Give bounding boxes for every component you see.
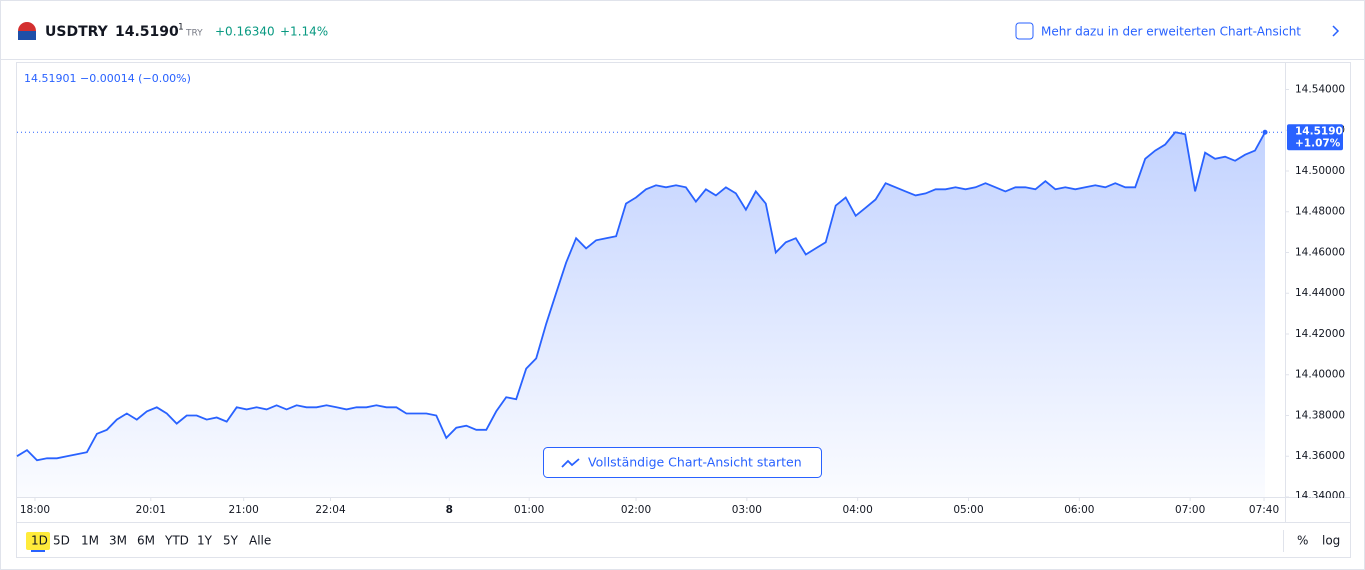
range-button[interactable]: 1M xyxy=(81,534,99,548)
y-tick-label: 14.54000 xyxy=(1295,83,1345,95)
y-tick-label: 14.34000 xyxy=(1295,490,1345,502)
x-tick-label: 06:00 xyxy=(1064,504,1094,516)
chevron xyxy=(1332,25,1340,37)
change: +0.16340 xyxy=(215,25,275,39)
chart-frame xyxy=(16,62,1351,558)
x-tick-label: 03:00 xyxy=(732,504,762,516)
percent-toggle[interactable]: % xyxy=(1297,534,1308,548)
range-button[interactable]: YTD xyxy=(164,534,189,548)
fullchart-button[interactable] xyxy=(543,447,822,478)
x-tick-label: 02:00 xyxy=(621,504,651,516)
fullchart-button-label[interactable]: Vollständige Chart-Ansicht starten xyxy=(588,455,802,470)
x-tick-label: 05:00 xyxy=(953,504,983,516)
flag-icon xyxy=(18,31,36,40)
range-highlight xyxy=(26,532,50,550)
y-tick-label: 14.38000 xyxy=(1295,409,1345,421)
chart-icon xyxy=(1015,22,1034,40)
log-toggle[interactable]: log xyxy=(1322,534,1340,548)
y-tick-label: 14.40000 xyxy=(1295,369,1345,381)
change-pct: +1.14% xyxy=(280,25,328,39)
symbol: USDTRY xyxy=(45,24,109,40)
range-button[interactable]: 3M xyxy=(109,534,127,548)
range-button[interactable]: 5D xyxy=(53,534,70,548)
y-tick-label: 14.44000 xyxy=(1295,287,1345,299)
x-tick-label: 20:01 xyxy=(136,504,166,516)
currency: TRY xyxy=(185,29,203,39)
x-tick-label: 01:00 xyxy=(514,504,544,516)
axes: 14.34000 14.36000 14.38000 14.40000 14.42000… xyxy=(20,83,1350,516)
chart-icon xyxy=(561,458,580,468)
advanced-link[interactable]: Mehr dazu in der erweiterten Chart-Ansic… xyxy=(1041,25,1301,39)
price: 14.5190 xyxy=(115,24,179,40)
last-point xyxy=(1262,129,1268,135)
last-change-label: +1.07% xyxy=(1295,137,1341,149)
x-tick-label: 04:00 xyxy=(843,504,873,516)
x-tick-label: 21:00 xyxy=(229,504,259,516)
price-sup: 1 xyxy=(178,23,184,33)
y-tick-label: 14.50000 xyxy=(1295,165,1345,177)
range-button[interactable]: 1D xyxy=(31,534,48,548)
x-tick-label: 07:00 xyxy=(1175,504,1205,516)
last-price-label: 14.51901 xyxy=(1295,125,1350,137)
price-line xyxy=(16,131,1266,462)
x-tick-label: 8 xyxy=(446,504,453,516)
x-tick-label: 07:40 xyxy=(1249,504,1279,516)
y-tick-label: 14.46000 xyxy=(1295,246,1345,258)
range-button[interactable]: 5Y xyxy=(223,534,239,548)
legend: 14.51901 −0.00014 (−0.00%) xyxy=(24,72,191,85)
y-tick-label: 14.42000 xyxy=(1295,328,1345,340)
range-button[interactable]: 6M xyxy=(137,534,155,548)
range-button[interactable]: Alle xyxy=(249,534,271,548)
x-tick-label: 22:04 xyxy=(315,504,346,516)
range-button[interactable]: 1Y xyxy=(197,534,213,548)
last-price-tag xyxy=(1287,124,1343,151)
x-tick-label: 18:00 xyxy=(20,504,50,516)
plot xyxy=(16,129,1285,498)
y-tick-label: 14.48000 xyxy=(1295,206,1345,218)
y-tick-label: 14.36000 xyxy=(1295,450,1345,462)
